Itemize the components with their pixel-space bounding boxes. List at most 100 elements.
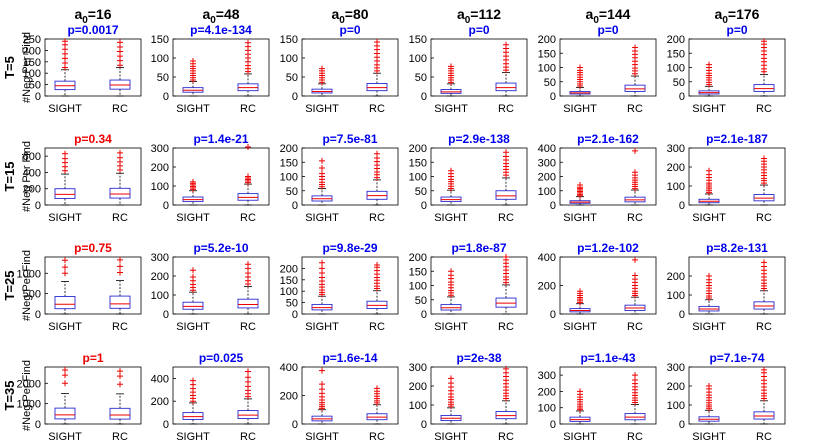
outlier-marker [503,254,509,260]
y-tick-label: 100 [667,63,685,75]
x-tick-label: RC [756,431,772,442]
axes-frame [688,256,786,315]
y-axis-label: #Neg Per Find [21,32,33,103]
column-header: a0=144 [586,6,631,26]
y-tick-label: 100 [23,68,41,80]
x-tick-label: SIGHT [434,103,468,115]
y-tick-label: 150 [409,157,427,169]
outlier-marker [706,167,712,174]
panel: p=1 0 1000 2000 SIGHT RC [17,351,142,442]
outlier-marker [632,44,638,51]
x-tick-label: RC [240,212,256,224]
y-tick-label: 300 [151,252,169,264]
y-tick-label: 300 [667,362,685,374]
y-tick-label: 100 [151,290,169,302]
box-iqr [182,412,204,420]
column-header-base: a [586,6,594,22]
x-tick-label: SIGHT [434,212,468,224]
y-tick-label: 0 [679,309,685,321]
y-tick-label: 0 [550,200,556,212]
pvalue-title: p=0 [597,23,618,37]
panel: p=0 0 50 100 150 200 SIGHT RC [667,23,786,115]
box-iqr [753,411,775,420]
y-tick-label: 0 [292,200,298,212]
outlier-marker [374,385,380,392]
y-tick-label: 50 [415,295,427,307]
y-tick-label: 0 [421,419,427,431]
y-tick-label: 300 [151,143,169,155]
x-tick-label: SIGHT [176,212,210,224]
x-tick-label: RC [112,321,128,333]
column-header-value: =16 [88,6,112,22]
box-iqr [54,296,76,310]
y-tick-label: 200 [409,381,427,393]
outlier-marker [319,381,325,388]
y-tick-label: 50 [157,72,169,84]
y-tick-label: 0 [292,419,298,431]
x-tick-label: RC [369,321,385,333]
panel: p=2e-38 0 100 200 300 SIGHT RC [409,351,528,442]
y-tick-label: 100 [280,286,298,298]
axes-frame [44,256,142,315]
x-tick-label: SIGHT [692,431,726,442]
y-tick-label: 600 [23,151,41,163]
box-iqr [54,407,76,420]
y-tick-label: 200 [280,263,298,275]
y-tick-label: 0 [35,419,41,431]
y-tick-label: 0 [679,91,685,103]
panel: p=8.2e-131 0 100 200 SIGHT RC [667,241,786,333]
x-tick-label: RC [240,321,256,333]
outlier-marker [245,261,251,268]
y-tick-label: 200 [538,34,556,46]
panel: p=0.025 0 200 400 SIGHT RC [151,351,270,442]
y-tick-label: 200 [280,391,298,403]
panel: p=0 0 50 100 150 SIGHT RC [409,23,528,115]
y-tick-label: 100 [538,403,556,415]
x-tick-label: SIGHT [434,321,468,333]
outlier-marker [190,377,196,384]
outlier-marker [62,380,68,387]
x-tick-label: SIGHT [305,321,339,333]
outlier-marker [117,263,123,270]
pvalue-title: p=9.8e-29 [322,241,377,255]
column-header: a0=176 [715,6,760,26]
y-tick-label: 0 [292,309,298,321]
axes-frame [688,147,786,206]
y-tick-label: 200 [151,396,169,408]
outlier-marker [190,178,196,185]
axes-frame [688,38,786,97]
y-tick-label: 1000 [17,268,41,280]
x-tick-label: RC [369,212,385,224]
outlier-marker [503,41,509,48]
x-tick-label: SIGHT [176,431,210,442]
y-tick-label: 300 [409,362,427,374]
panel: p=1.6e-14 0 200 400 SIGHT RC [280,351,399,442]
panel: p=2.9e-138 0 50 100 150 200 SIGHT RC [409,132,528,224]
y-tick-label: 0 [163,91,169,103]
y-tick-label: 50 [286,186,298,198]
x-tick-label: RC [498,431,514,442]
y-tick-label: 100 [667,290,685,302]
pvalue-title: p=4.1e-134 [190,23,252,37]
box-iqr [624,84,646,92]
y-tick-label: 150 [151,34,169,46]
axes-frame [301,147,399,206]
x-tick-label: SIGHT [48,103,82,115]
outlier-marker [319,170,325,177]
x-tick-label: SIGHT [692,212,726,224]
outlier-marker [245,374,251,381]
axes-frame [688,366,786,425]
axes-frame [172,147,270,206]
y-tick-label: 400 [280,362,298,374]
outlier-marker [62,38,68,45]
y-tick-label: 100 [151,53,169,65]
panel: p=1.4e-21 0 100 200 300 SIGHT RC [151,132,270,224]
outlier-marker [62,372,68,379]
panel: p=0 0 50 100 150 SIGHT RC [280,23,399,115]
outlier-marker [577,388,583,395]
y-tick-label: 150 [409,34,427,46]
y-tick-label: 100 [409,53,427,65]
column-header: a0=112 [457,6,501,26]
